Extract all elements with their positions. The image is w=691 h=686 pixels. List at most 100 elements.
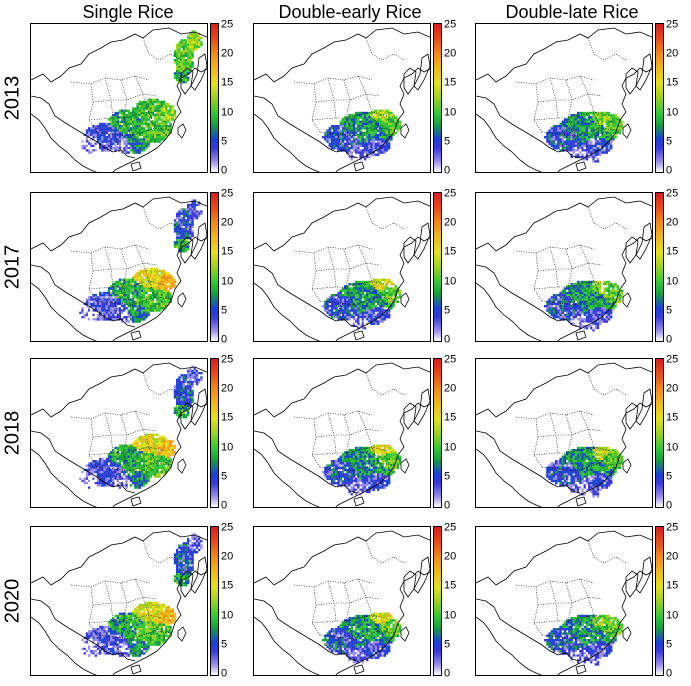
colorbar-tick-label: 20: [444, 550, 457, 563]
taiwan-outline: [622, 458, 632, 474]
national-border: [476, 598, 581, 662]
province-boundaries: [70, 206, 182, 322]
colorbar-tick-label: 0: [666, 499, 673, 512]
coastline: [31, 27, 207, 172]
colorbar-tick-label: 0: [444, 667, 451, 680]
province-boundaries: [293, 372, 405, 488]
colorbar-tick-label: 15: [444, 579, 457, 592]
colorbar: [433, 358, 442, 508]
colorbar-ticks: 25 20 15 10 5 0: [666, 188, 682, 345]
colorbar: [433, 23, 442, 173]
colorbar-tick-label: 10: [444, 609, 457, 622]
japan-outline: [635, 222, 652, 260]
row-label-year: 2020: [0, 526, 26, 676]
colorbar-ticks: 25 20 15 10 5 0: [221, 522, 237, 679]
province-boundaries: [515, 372, 627, 488]
colorbar-tick-label: 5: [666, 135, 673, 148]
colorbar-tick-label: 20: [221, 47, 234, 60]
province-boundaries: [70, 37, 182, 153]
colorbar-tick-label: 20: [221, 382, 234, 395]
coastline: [31, 196, 207, 341]
colorbar-tick-label: 15: [444, 411, 457, 424]
colorbar-tick-label: 5: [221, 638, 228, 651]
colorbar: [210, 192, 219, 342]
colorbar-tick-label: 0: [444, 164, 451, 177]
row-label-year: 2018: [0, 358, 26, 508]
colorbar-tick-label: 20: [444, 216, 457, 229]
row-label-text: 2017: [1, 244, 24, 290]
taiwan-outline: [177, 123, 187, 139]
colorbar-ticks: 25 20 15 10 5 0: [444, 522, 460, 679]
hainan-outline: [130, 330, 142, 341]
value-cells: [544, 280, 624, 332]
national-border: [476, 430, 581, 494]
map-panel: [475, 526, 653, 676]
colorbar-tick-label: 5: [444, 638, 451, 651]
colorbar-tick-label: 25: [666, 521, 679, 534]
map-panel: [253, 23, 431, 173]
value-cells: [79, 365, 203, 489]
colorbar: [210, 358, 219, 508]
map-panel: [253, 358, 431, 508]
colorbar-tick-label: 10: [221, 275, 234, 288]
province-boundaries: [70, 372, 182, 488]
value-cells: [79, 199, 203, 323]
colorbar-tick-label: 15: [666, 411, 679, 424]
national-border: [254, 430, 359, 494]
coastline: [254, 196, 430, 341]
row-label-text: 2013: [1, 75, 24, 121]
hainan-outline: [353, 664, 365, 675]
western-border: [254, 448, 321, 507]
colorbar-tick-label: 5: [666, 470, 673, 483]
colorbar: [210, 23, 219, 173]
japan-outline: [190, 222, 207, 260]
hainan-outline: [353, 330, 365, 341]
colorbar-tick-label: 20: [666, 47, 679, 60]
colorbar-ticks: 25 20 15 10 5 0: [666, 19, 682, 176]
colorbar-tick-label: 25: [444, 187, 457, 200]
hainan-outline: [130, 496, 142, 507]
colorbar: [655, 526, 664, 676]
colorbar-tick-label: 5: [666, 638, 673, 651]
colorbar: [433, 192, 442, 342]
colorbar-tick-label: 0: [221, 164, 228, 177]
colorbar-tick-label: 25: [666, 353, 679, 366]
colorbar-ticks: 25 20 15 10 5 0: [666, 353, 682, 511]
colorbar-tick-label: 0: [221, 499, 228, 512]
colorbar-tick-label: 15: [444, 76, 457, 89]
national-border: [31, 264, 136, 328]
colorbar-tick-label: 5: [221, 304, 228, 317]
western-border: [254, 282, 321, 341]
map-panel: [30, 192, 208, 342]
hainan-outline: [353, 161, 365, 172]
colorbar-ticks: 25 20 15 10 5 0: [221, 353, 237, 511]
map-panel: [475, 192, 653, 342]
colorbar-tick-label: 10: [666, 106, 679, 119]
column-title-double-early-rice: Double-early Rice: [278, 2, 422, 22]
coastline: [254, 27, 430, 172]
national-border: [476, 95, 581, 159]
colorbar-tick-label: 25: [221, 353, 234, 366]
western-border: [476, 616, 543, 675]
colorbar-tick-label: 15: [221, 579, 234, 592]
colorbar-tick-label: 20: [444, 47, 457, 60]
taiwan-outline: [622, 123, 632, 139]
map-panel: [253, 526, 431, 676]
colorbar: [433, 526, 442, 676]
colorbar-tick-label: 5: [444, 470, 451, 483]
colorbar-tick-label: 20: [221, 216, 234, 229]
value-cells: [544, 111, 624, 163]
colorbar-tick-label: 15: [666, 579, 679, 592]
western-border: [31, 113, 98, 172]
colorbar-tick-label: 10: [444, 106, 457, 119]
western-border: [476, 448, 543, 507]
colorbar-tick-label: 10: [444, 275, 457, 288]
province-boundaries: [515, 37, 627, 153]
row-label-text: 2018: [1, 410, 24, 456]
colorbar-tick-label: 10: [221, 441, 234, 454]
coastline: [476, 362, 652, 507]
value-cells: [322, 278, 402, 330]
colorbar-tick-label: 0: [666, 333, 673, 346]
colorbar-tick-label: 0: [221, 667, 228, 680]
row-label-year: 2017: [0, 192, 26, 342]
